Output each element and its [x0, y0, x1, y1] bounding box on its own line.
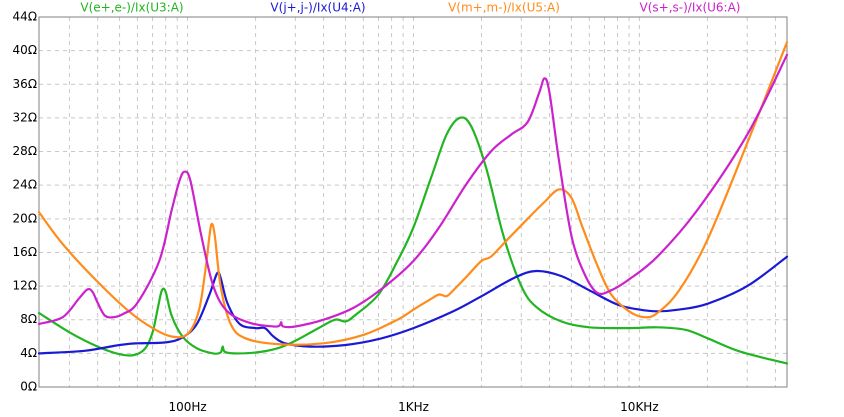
y-tick-label: 36Ω	[13, 77, 37, 91]
x-tick-label: 10KHz	[620, 400, 658, 414]
y-tick-label: 8Ω	[20, 312, 37, 326]
y-tick-label: 16Ω	[13, 245, 37, 259]
legend-entry-2: V(j+,j-)/Ix(U4:A)	[270, 1, 365, 15]
legend: V(e+,e-)/Ix(U3:A) V(j+,j-)/Ix(U4:A) V(m+,m…	[80, 1, 740, 15]
y-tick-label: 44Ω	[13, 10, 37, 24]
series-line-1	[37, 116, 789, 365]
y-tick-label: 40Ω	[13, 43, 37, 57]
y-tick-label: 4Ω	[20, 346, 37, 360]
plot-frame	[38, 16, 788, 388]
series-line-3	[37, 41, 789, 346]
y-axis-ticks: 0Ω 4Ω 8Ω 12Ω 16Ω 20Ω 24Ω 28Ω 32Ω 36Ω 40Ω 44Ω	[13, 10, 37, 394]
x-tick-label: 100Hz	[168, 400, 206, 414]
y-tick-label: 28Ω	[13, 144, 37, 158]
y-tick-label: 0Ω	[20, 380, 37, 394]
grid	[39, 17, 787, 387]
series-curves	[37, 41, 789, 365]
legend-entry-4: V(s+,s-)/Ix(U6:A)	[640, 1, 741, 15]
x-tick-label: 1KHz	[398, 400, 429, 414]
series-line-4	[37, 53, 789, 329]
y-tick-label: 32Ω	[13, 110, 37, 124]
legend-entry-3: V(m+,m-)/Ix(U5:A)	[448, 1, 560, 15]
legend-entry-1: V(e+,e-)/Ix(U3:A)	[80, 1, 183, 15]
y-tick-label: 20Ω	[13, 211, 37, 225]
y-tick-label: 24Ω	[13, 178, 37, 192]
x-axis-ticks: 100Hz 1KHz 10KHz	[168, 400, 658, 414]
y-tick-label: 12Ω	[13, 279, 37, 293]
